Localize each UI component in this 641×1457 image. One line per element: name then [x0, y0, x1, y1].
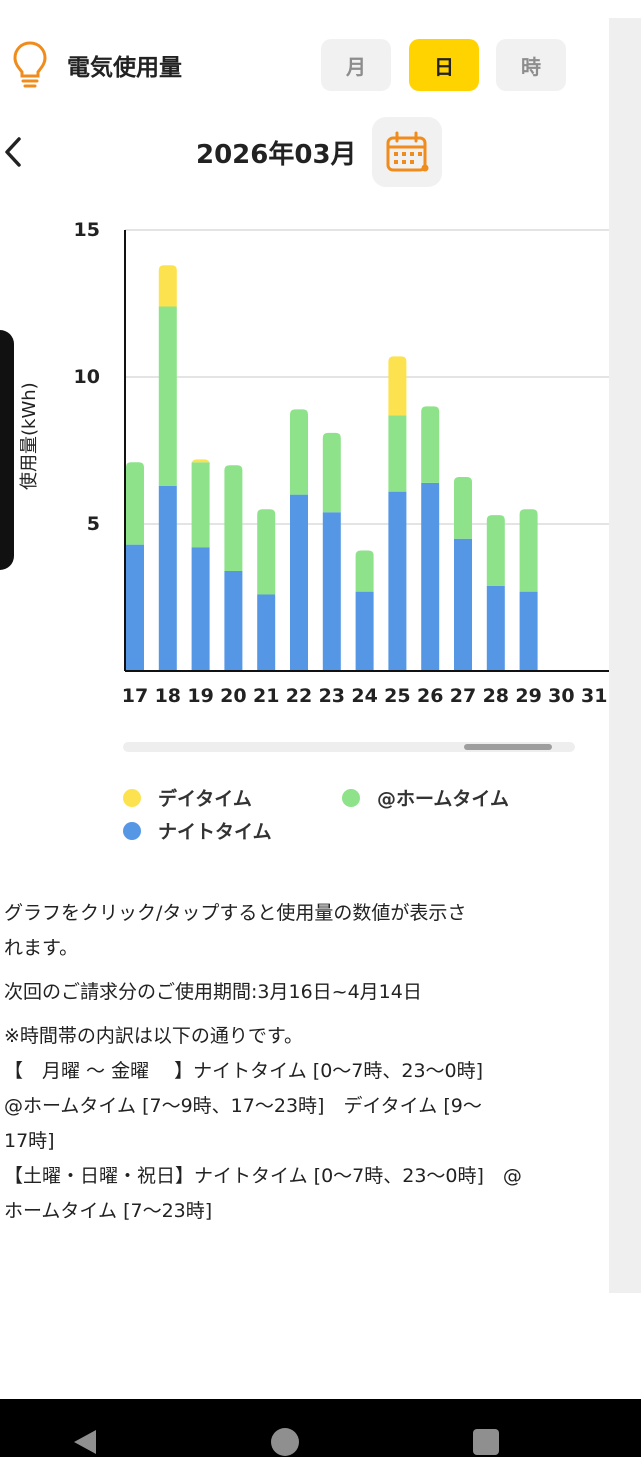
note-weekend-cont: ホームタイム [7〜23時]	[4, 1200, 213, 1222]
chart-scroll-thumb[interactable]	[464, 744, 552, 750]
note-tap-instruction-cont: れます。	[4, 937, 79, 959]
nav-recents-icon[interactable]	[472, 1428, 500, 1456]
legend-home-label: @ホームタイム	[377, 788, 510, 810]
bar-26-series-1	[421, 406, 440, 483]
page-title: 電気使用量	[67, 55, 182, 81]
bar-19-series-1	[191, 462, 210, 548]
calendar-icon	[386, 131, 429, 172]
bar-27-series-1	[454, 476, 472, 539]
x-tick-label: 20	[220, 685, 246, 707]
bottom-blank-area	[0, 1293, 641, 1398]
legend-day: デイタイム	[123, 784, 252, 811]
bar-26-series-0	[421, 482, 440, 671]
note-weekday-cont2: 17時]	[4, 1130, 55, 1152]
x-tick-label: 24	[351, 685, 377, 707]
tab-hour[interactable]: 時	[496, 39, 566, 91]
legend-home: @ホームタイム	[342, 784, 509, 811]
bar-25-series-2	[388, 356, 407, 416]
tab-month[interactable]: 月	[321, 39, 391, 91]
bar-18-series-0	[158, 485, 177, 671]
x-tick-label: 27	[450, 685, 476, 707]
bar-28-series-1	[486, 515, 505, 586]
lightbulb-icon	[13, 41, 47, 88]
bar-18-series-2	[158, 265, 177, 307]
x-tick-label: 28	[483, 685, 509, 707]
chart-scrollbar[interactable]	[123, 742, 575, 752]
bar-24-series-0	[355, 591, 374, 671]
x-tick-label: 19	[187, 685, 213, 707]
bar-23-series-1	[322, 432, 341, 513]
bar-20-series-1	[224, 465, 243, 572]
note-weekday: 【 月曜 〜 金曜 】ナイトタイム [0〜7時、23〜0時]	[4, 1060, 484, 1082]
bar-20-series-0	[224, 571, 243, 671]
legend-home-dot	[342, 788, 360, 807]
bar-17-series-1	[126, 462, 144, 545]
bar-27-series-0	[454, 538, 472, 671]
bar-17-series-0	[126, 544, 144, 671]
right-edge-panel	[609, 18, 641, 1293]
bar-25-series-0	[388, 491, 407, 671]
bar-25-series-1	[388, 415, 407, 492]
x-tick-label: 18	[155, 685, 181, 707]
y-tick-label: 15	[74, 219, 100, 241]
legend-night-label: ナイトタイム	[158, 821, 272, 843]
x-tick-label: 17	[122, 685, 148, 707]
x-tick-label: 21	[253, 685, 279, 707]
bar-29-series-1	[519, 509, 538, 592]
x-tick-label: 22	[286, 685, 312, 707]
bar-29-series-0	[519, 591, 538, 671]
bar-19-series-0	[191, 547, 210, 671]
bar-28-series-0	[486, 585, 505, 671]
bar-24-series-1	[355, 550, 374, 592]
bar-21-series-1	[257, 509, 276, 595]
x-tick-label: 26	[417, 685, 443, 707]
bar-22-series-1	[290, 409, 308, 495]
note-weekend: 【土曜・日曜・祝日】ナイトタイム [0〜7時、23〜0時] @	[4, 1165, 522, 1187]
bar-23-series-0	[322, 512, 341, 671]
bar-18-series-1	[158, 306, 177, 486]
month-label: 2026年03月	[196, 140, 357, 170]
nav-back-icon[interactable]	[70, 1427, 100, 1457]
x-tick-label: 29	[515, 685, 541, 707]
chevron-left-icon[interactable]	[2, 135, 24, 169]
x-tick-label: 25	[384, 685, 410, 707]
note-tap-instruction: グラフをクリック/タップすると使用量の数値が表示さ	[4, 902, 467, 924]
usage-chart[interactable]: 5 10 15 17 18 19 20 21 22 23 24 25 26 27 28 29 30 31	[0, 200, 609, 710]
calendar-button[interactable]	[372, 117, 442, 187]
legend-day-dot	[123, 788, 141, 807]
x-tick-label: 23	[319, 685, 345, 707]
y-tick-label: 5	[87, 513, 100, 535]
note-billing-period: 次回のご請求分のご使用期間:3月16日~4月14日	[4, 981, 422, 1003]
note-weekday-cont: @ホームタイム [7〜9時、17〜23時] デイタイム [9〜	[4, 1095, 482, 1117]
y-tick-label: 10	[74, 366, 100, 388]
x-tick-label: 31	[581, 685, 607, 707]
side-drawer-handle[interactable]	[0, 330, 14, 570]
bar-19-series-2	[191, 459, 210, 465]
system-nav-bar	[0, 1399, 641, 1457]
legend-night-dot	[123, 821, 141, 840]
note-breakdown-title: ※時間帯の内訳は以下の通りです。	[4, 1025, 304, 1047]
legend-night: ナイトタイム	[123, 817, 272, 844]
tab-day[interactable]: 日	[409, 39, 479, 91]
legend-day-label: デイタイム	[158, 788, 252, 810]
bar-22-series-0	[290, 494, 308, 671]
x-tick-label: 30	[548, 685, 574, 707]
bar-21-series-0	[257, 594, 276, 671]
nav-home-icon[interactable]	[270, 1427, 300, 1457]
